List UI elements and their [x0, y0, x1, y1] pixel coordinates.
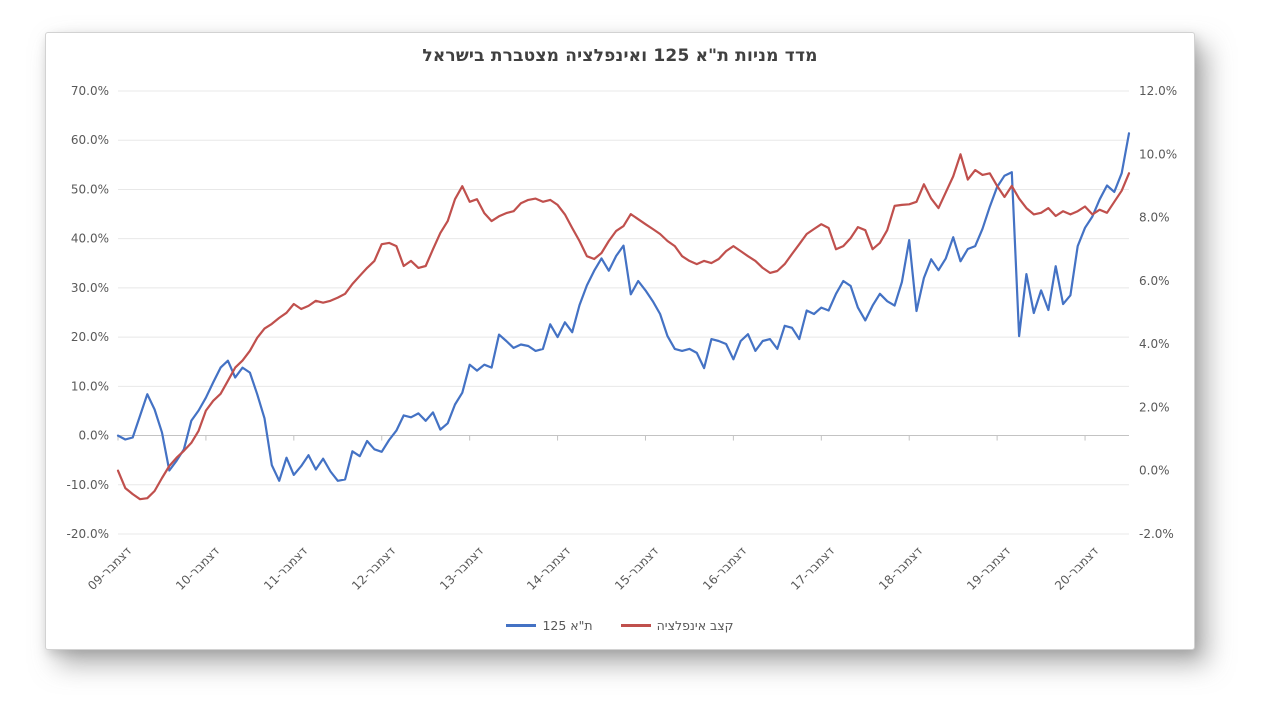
line-swatch-red	[620, 624, 651, 627]
y-axis-label-right: 12.0%	[1139, 84, 1177, 98]
y-axis-label-left: 20.0%	[71, 330, 109, 344]
y-axis-label-left: 0.0%	[79, 429, 110, 443]
y-axis-label-left: 50.0%	[71, 182, 109, 196]
y-axis-label-left: 60.0%	[71, 133, 109, 147]
y-axis-label-right: 2.0%	[1139, 400, 1170, 414]
series-line-inflation	[116, 153, 1131, 501]
y-axis-label-left: 10.0%	[71, 379, 109, 393]
y-axis-label-left: -20.0%	[67, 527, 109, 541]
legend: ת"א 125 קצב אינפלציה	[46, 618, 1194, 633]
series-line-ta125	[116, 132, 1131, 482]
y-axis-label-right: -2.0%	[1139, 527, 1174, 541]
chart-card: מדד מניות ת"א 125 ואינפלציה מצטברת בישרא…	[45, 32, 1195, 650]
legend-item-ta125: ת"א 125	[506, 618, 593, 633]
y-axis-label-right: 4.0%	[1139, 337, 1170, 351]
legend-label-inflation: קצב אינפלציה	[656, 618, 734, 633]
chart-title: מדד מניות ת"א 125 ואינפלציה מצטברת בישרא…	[422, 46, 818, 66]
y-axis-label-right: 6.0%	[1139, 274, 1170, 288]
y-axis-label-right: 0.0%	[1139, 464, 1170, 478]
legend-item-inflation: קצב אינפלציה	[620, 618, 734, 633]
chart-canvas: 70.0% 60.0% 50.0% 40.0% 30.0% 20.0% 10.0% 0.0% -…	[67, 84, 1178, 541]
y-axis-label-right: 8.0%	[1139, 211, 1170, 225]
y-axis-label-left: 70.0%	[71, 84, 109, 98]
y-axis-label-left: 40.0%	[71, 232, 109, 246]
y-axis-label-left: 30.0%	[71, 281, 109, 295]
y-axis-label-right: 10.0%	[1139, 147, 1177, 161]
legend-label-ta125: ת"א 125	[542, 618, 593, 633]
line-swatch-blue	[506, 624, 537, 627]
y-axis-label-left: -10.0%	[67, 478, 109, 492]
